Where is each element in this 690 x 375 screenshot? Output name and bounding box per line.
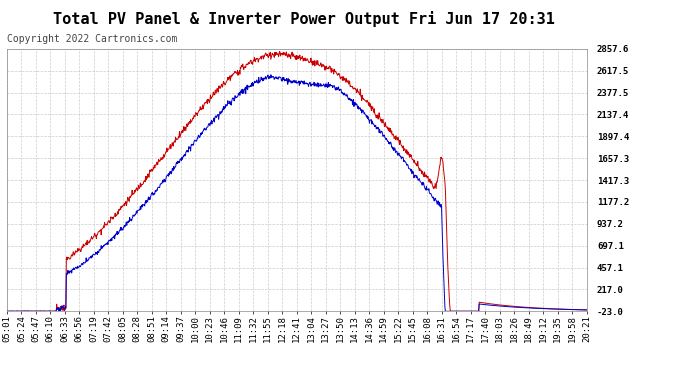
Text: Copyright 2022 Cartronics.com: Copyright 2022 Cartronics.com	[7, 34, 177, 44]
Text: Total PV Panel & Inverter Power Output Fri Jun 17 20:31: Total PV Panel & Inverter Power Output F…	[52, 11, 555, 27]
